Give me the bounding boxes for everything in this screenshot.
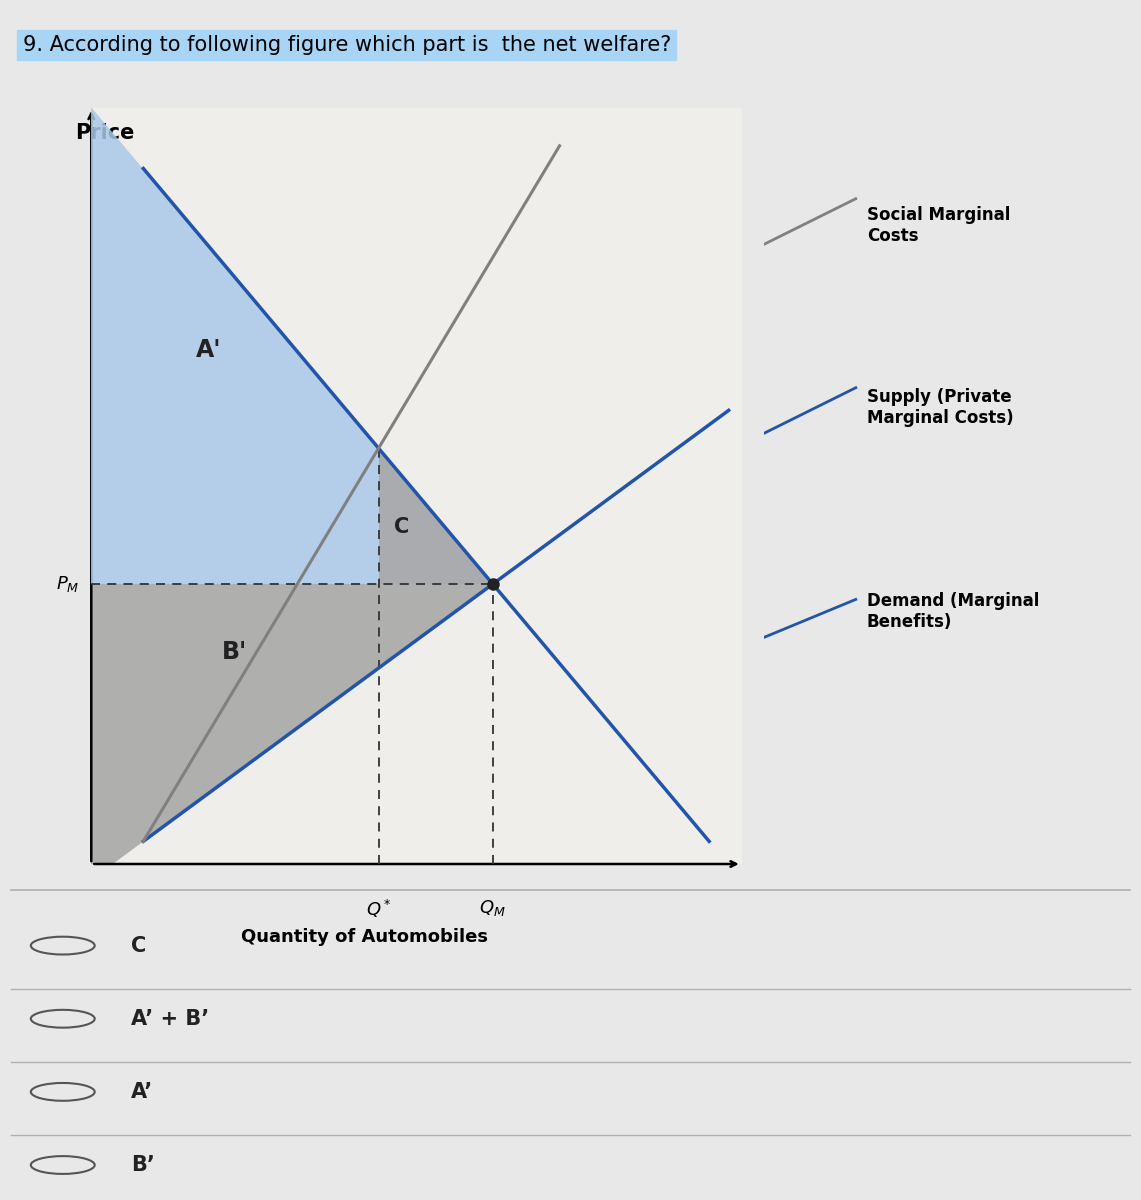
Text: C: C xyxy=(394,517,408,538)
Text: $Q^*$: $Q^*$ xyxy=(365,898,391,920)
Text: A’: A’ xyxy=(131,1082,154,1102)
Text: $Q_M$: $Q_M$ xyxy=(479,898,507,918)
Polygon shape xyxy=(379,449,493,584)
Text: B': B' xyxy=(221,640,246,664)
Text: $P_M$: $P_M$ xyxy=(56,574,80,594)
Polygon shape xyxy=(91,107,493,584)
Text: Social Marginal
Costs: Social Marginal Costs xyxy=(867,206,1010,245)
Text: Quantity of Automobiles: Quantity of Automobiles xyxy=(241,929,488,947)
Text: 9. According to following figure which part is  the net welfare?: 9. According to following figure which p… xyxy=(23,35,671,55)
Polygon shape xyxy=(91,584,493,880)
Text: C: C xyxy=(131,936,146,955)
Text: B’: B’ xyxy=(131,1156,155,1175)
Text: A': A' xyxy=(195,338,221,362)
Text: Supply (Private
Marginal Costs): Supply (Private Marginal Costs) xyxy=(867,388,1013,426)
Text: Demand (Marginal
Benefits): Demand (Marginal Benefits) xyxy=(867,592,1039,631)
Text: Price: Price xyxy=(75,124,135,143)
Text: A’ + B’: A’ + B’ xyxy=(131,1009,210,1028)
